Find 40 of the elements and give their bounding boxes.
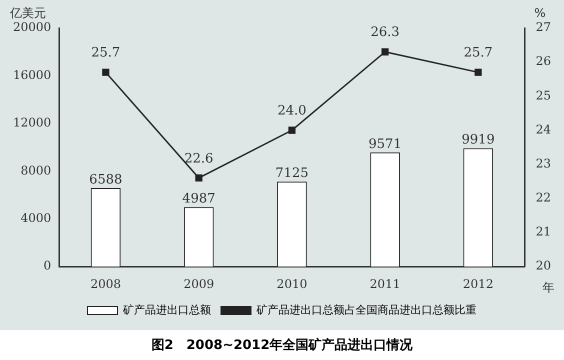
y2-tick-label: 23 — [536, 156, 552, 170]
point — [288, 126, 296, 134]
text: 图2 2008~2012年全国矿产品进出口情况 — [150, 336, 414, 354]
point — [474, 68, 482, 76]
data-label: 25.7 — [91, 46, 120, 61]
x-tick-label: 2009 — [184, 276, 214, 291]
y-tick-label: 16000 — [12, 68, 52, 82]
y2-tick-label: 25 — [536, 88, 552, 102]
y2-tick-label: 20 — [536, 258, 552, 273]
y-tick-label: 8000 — [20, 163, 52, 178]
data-label: 25.7 — [464, 46, 493, 61]
point — [381, 48, 389, 56]
data-label: 9919 — [462, 132, 495, 148]
y-tick-label: 12000 — [12, 116, 52, 130]
data-label: 4987 — [182, 191, 216, 206]
data-label: 24.0 — [277, 104, 306, 119]
data-label: 9571 — [368, 136, 402, 152]
x-tick-label: 2012 — [462, 276, 494, 291]
legend-label: 矿产品进出口总额 — [122, 304, 211, 317]
y2-tick-label: 26 — [536, 54, 552, 68]
x-tick-label: 2008 — [90, 276, 122, 291]
y-tick-label: 4000 — [20, 211, 52, 226]
x-axis-title: 年 — [542, 280, 555, 295]
y-tick-label: 0 — [44, 258, 52, 273]
y2-tick-label: 24 — [536, 122, 552, 136]
point — [102, 68, 110, 76]
data-label: 7125 — [275, 166, 308, 181]
x-tick-label: 2011 — [370, 276, 400, 291]
y2-axis-title: % — [534, 6, 546, 20]
x-tick-label: 2010 — [276, 276, 308, 291]
data-label: 26.3 — [370, 25, 400, 40]
y2-tick-label: 27 — [536, 20, 552, 34]
point — [195, 174, 202, 182]
legend-label: 矿产品进出口总额占全国商品进出口总额比重 — [256, 304, 476, 317]
y2-tick-label: 22 — [536, 190, 552, 205]
data-label: 6588 — [89, 172, 122, 188]
y-axis-title: 亿美元 — [9, 6, 46, 20]
y2-tick-label: 21 — [536, 224, 552, 239]
y-tick-label: 20000 — [12, 20, 52, 34]
data-label: 22.6 — [184, 151, 214, 166]
